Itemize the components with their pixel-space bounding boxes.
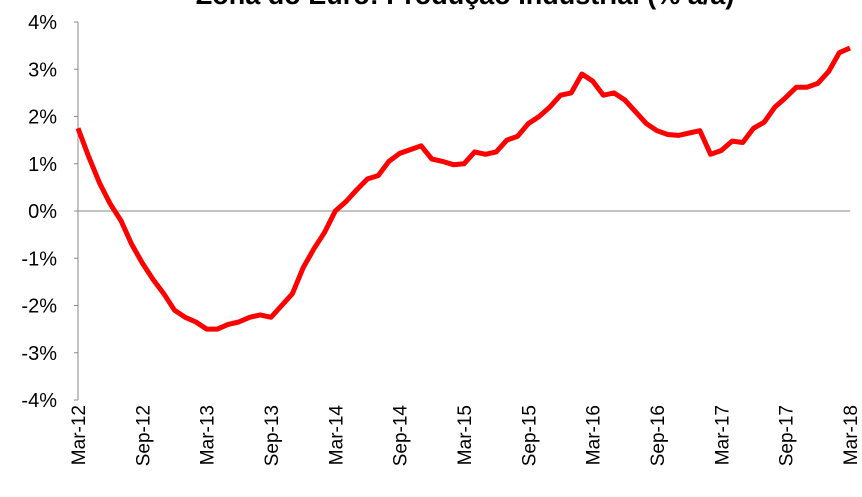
y-tick-label: -1% xyxy=(21,248,57,270)
y-tick-label: -4% xyxy=(21,390,57,412)
y-tick-label: -2% xyxy=(21,296,57,318)
data-line xyxy=(75,45,852,332)
y-tick-label: 4% xyxy=(28,12,57,34)
x-tick-label: Sep-17 xyxy=(777,405,798,466)
x-tick-label: Mar-13 xyxy=(198,405,219,465)
x-tick-label: Mar-12 xyxy=(69,405,90,465)
y-tick-label: 1% xyxy=(28,154,57,176)
y-tick-label: 3% xyxy=(28,59,57,81)
x-tick-label: Sep-15 xyxy=(519,405,540,466)
x-tick-label: Sep-14 xyxy=(391,405,412,467)
x-tick-label: Mar-14 xyxy=(326,405,347,466)
x-tick-label: Sep-12 xyxy=(133,405,154,466)
x-tick-label: Mar-18 xyxy=(841,405,862,465)
x-tick-label: Mar-17 xyxy=(712,405,733,465)
x-tick-label: Mar-15 xyxy=(455,405,476,465)
x-tick-label: Sep-13 xyxy=(262,405,283,466)
x-tick-label: Sep-16 xyxy=(648,405,669,466)
chart-title: Zona do Euro: Produção Industrial (% a/a… xyxy=(196,0,735,10)
y-tick-label: 2% xyxy=(28,107,57,129)
y-tick-label: -3% xyxy=(21,343,57,365)
y-tick-label: 0% xyxy=(28,201,57,223)
x-tick-label: Mar-16 xyxy=(584,405,605,465)
